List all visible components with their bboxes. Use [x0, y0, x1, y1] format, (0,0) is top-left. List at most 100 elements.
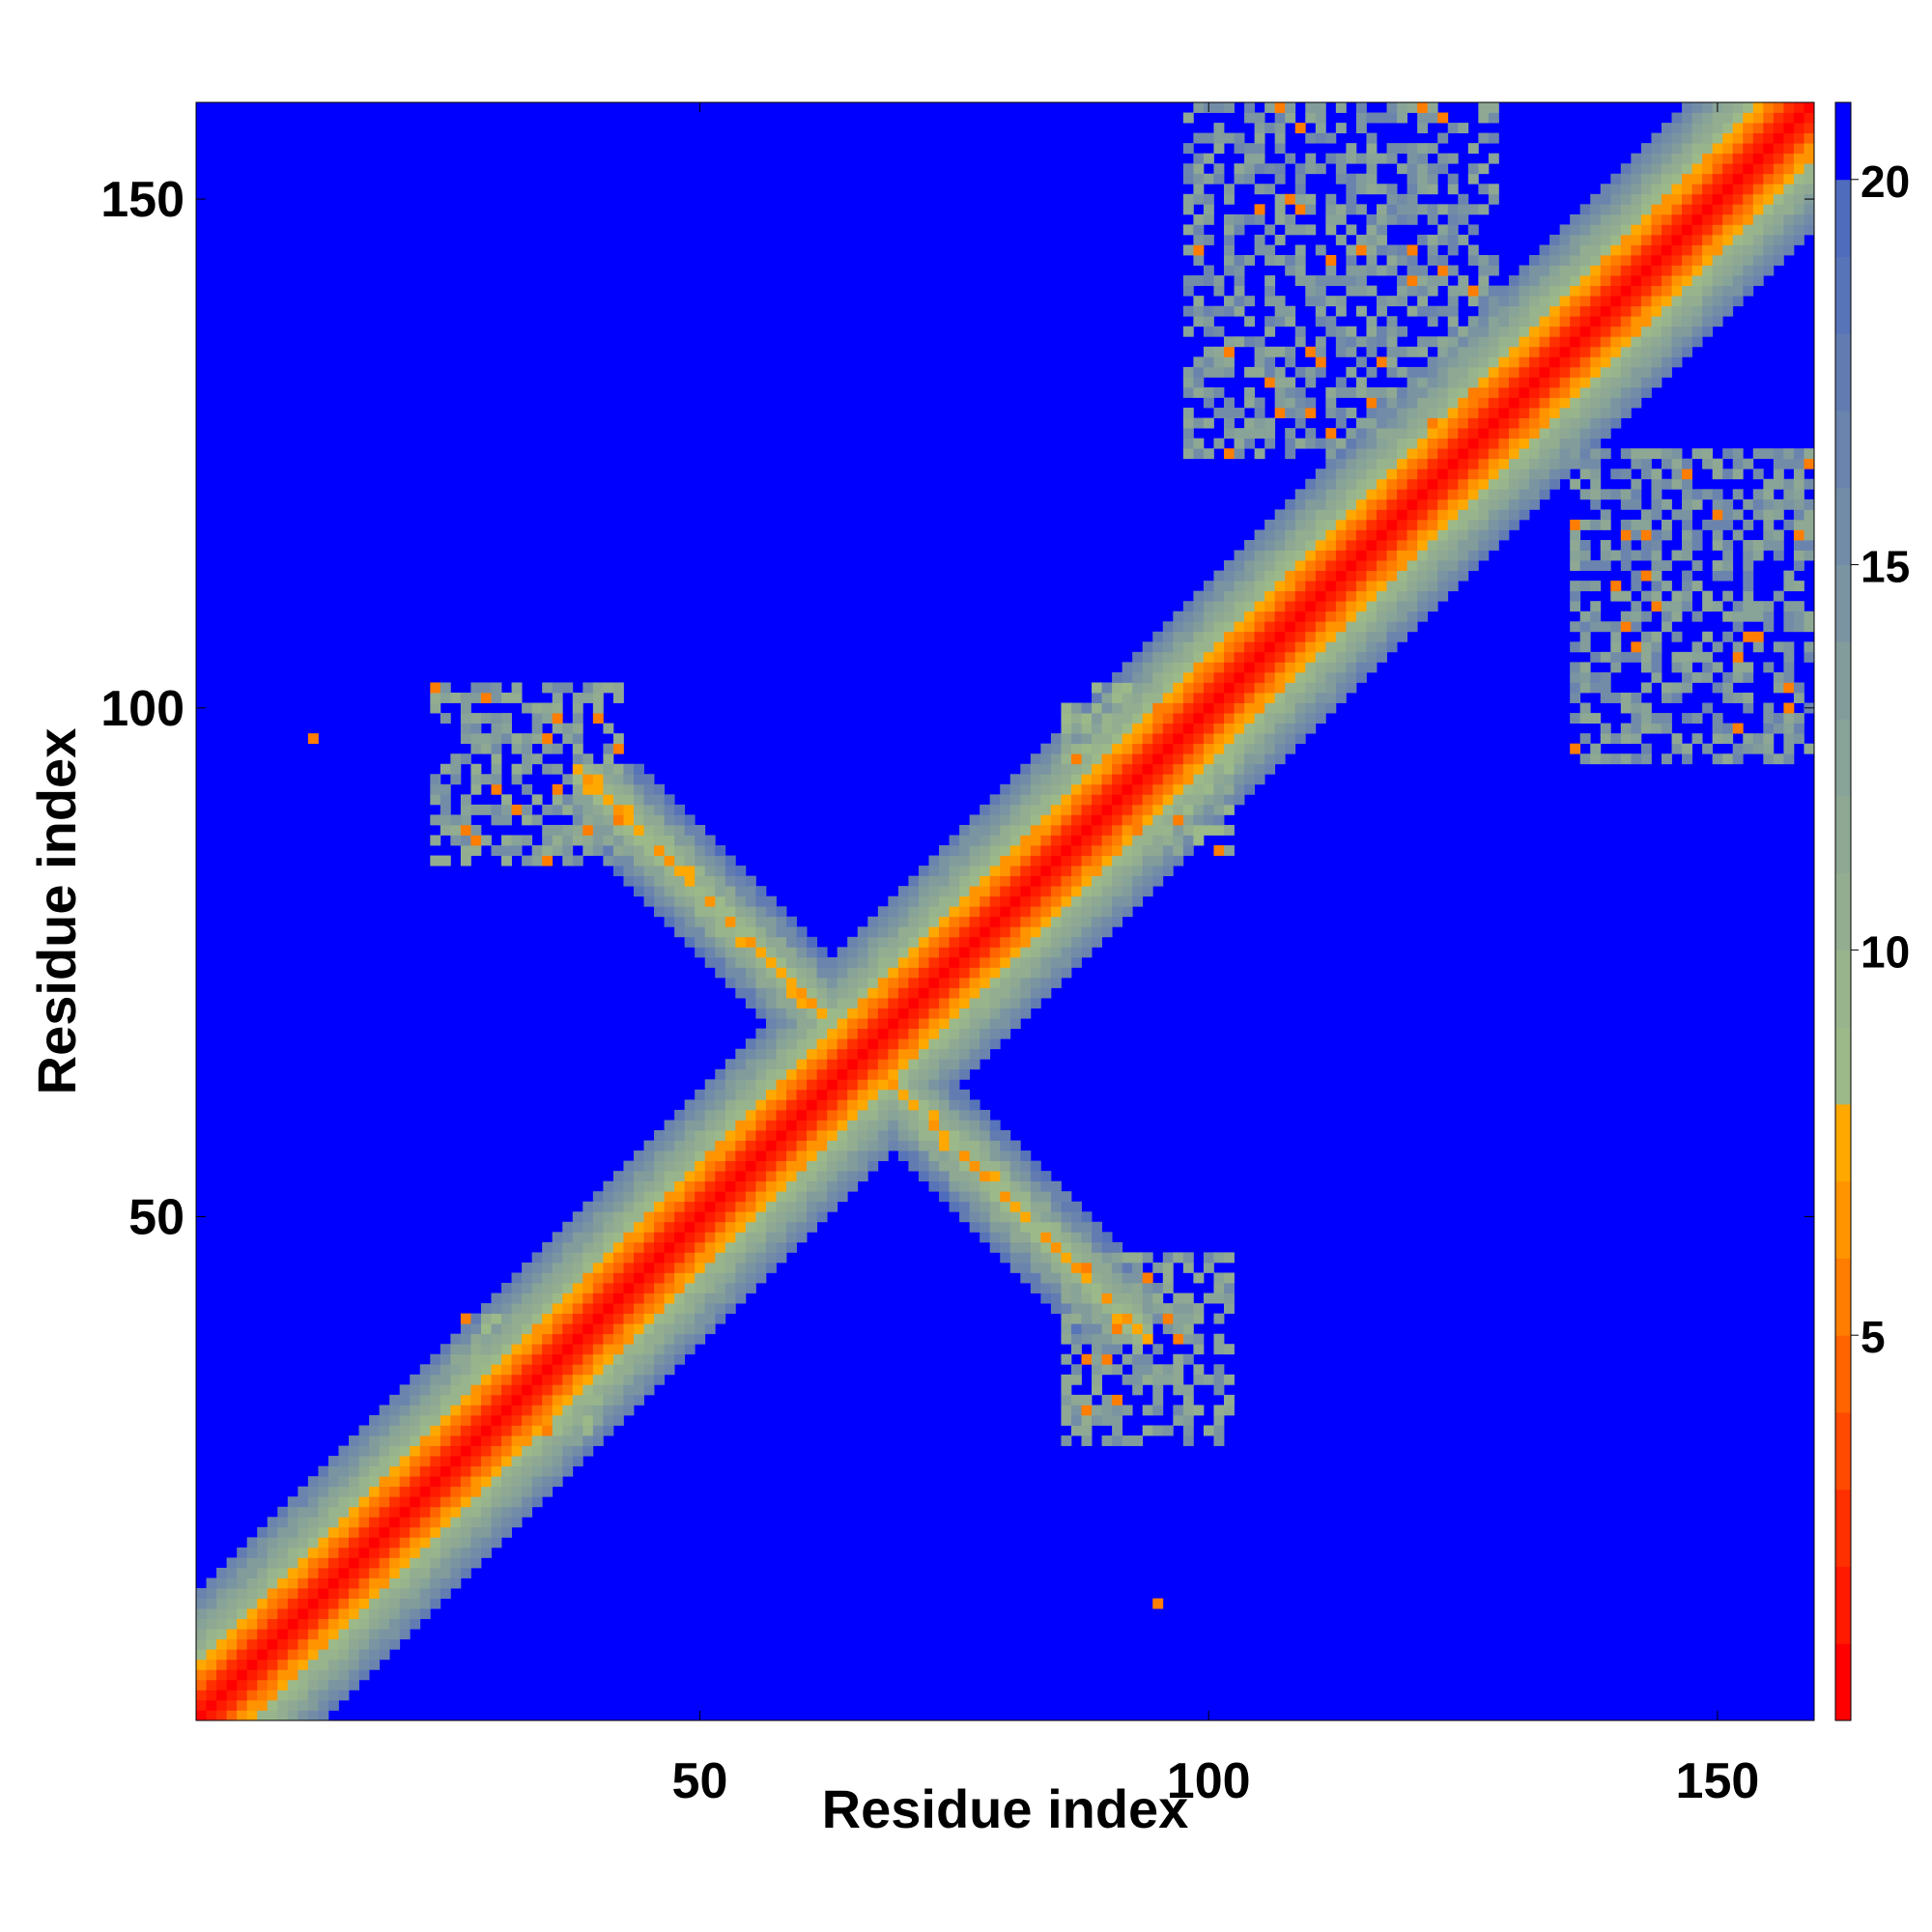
heatmap-cell	[1092, 702, 1102, 714]
heatmap-cell	[1519, 265, 1530, 276]
heatmap-cell	[1458, 377, 1469, 388]
heatmap-cell	[1009, 936, 1021, 948]
heatmap-cell	[1508, 408, 1520, 418]
heatmap-cell	[522, 1405, 533, 1416]
heatmap-cell	[338, 1506, 350, 1518]
heatmap-cell	[939, 1008, 950, 1019]
heatmap-cell	[1152, 1405, 1164, 1416]
heatmap-cell	[1264, 275, 1276, 287]
heatmap-cell	[1427, 469, 1438, 480]
heatmap-cell	[1081, 1252, 1093, 1264]
heatmap-cell	[735, 1089, 747, 1100]
heatmap-cell	[1386, 641, 1398, 653]
heatmap-cell	[949, 1089, 960, 1100]
heatmap-cell	[715, 936, 726, 948]
heatmap-cell	[1417, 539, 1429, 551]
heatmap-cell	[1182, 1394, 1194, 1406]
heatmap-cell	[1397, 560, 1408, 571]
heatmap-cell	[980, 1232, 991, 1243]
heatmap-cell	[704, 1221, 716, 1233]
heatmap-cell	[918, 1089, 929, 1100]
heatmap-cell	[1570, 529, 1581, 541]
heatmap-cell	[1305, 693, 1317, 703]
heatmap-cell	[1377, 590, 1387, 602]
heatmap-cell	[592, 1313, 604, 1324]
heatmap-cell	[816, 987, 828, 999]
heatmap-cell	[1070, 936, 1082, 948]
heatmap-cell	[877, 1038, 889, 1050]
heatmap-cell	[633, 824, 644, 836]
heatmap-cell	[1355, 651, 1367, 663]
heatmap-cell	[1377, 356, 1387, 368]
heatmap-cell	[1406, 244, 1418, 256]
heatmap-cell	[989, 956, 1001, 968]
heatmap-cell	[704, 947, 716, 958]
heatmap-cell	[1529, 265, 1540, 276]
heatmap-cell	[552, 845, 563, 856]
heatmap-cell	[1061, 1221, 1072, 1233]
heatmap-cell	[724, 1089, 736, 1100]
heatmap-cell	[989, 998, 1001, 1009]
heatmap-cell	[1173, 733, 1184, 745]
heatmap-cell	[1101, 1344, 1113, 1355]
heatmap-cell	[1640, 682, 1652, 694]
heatmap-cell	[1631, 570, 1642, 582]
heatmap-cell	[980, 1201, 991, 1212]
heatmap-cell	[1070, 1201, 1082, 1212]
heatmap-cell	[1397, 366, 1408, 378]
heatmap-cell	[410, 1496, 421, 1508]
heatmap-cell	[1610, 651, 1622, 663]
heatmap-cell	[928, 1129, 940, 1141]
heatmap-cell	[440, 1526, 451, 1538]
heatmap-cell	[939, 1079, 950, 1091]
heatmap-cell	[1355, 336, 1367, 348]
heatmap-cell	[704, 1241, 716, 1253]
heatmap-cell	[298, 1710, 309, 1721]
heatmap-cell	[1335, 631, 1347, 642]
heatmap-cell	[603, 845, 614, 856]
heatmap-cell	[1101, 774, 1113, 785]
heatmap-cell	[419, 1567, 431, 1578]
heatmap-cell	[1081, 783, 1093, 795]
heatmap-cell	[776, 1221, 787, 1233]
heatmap-cell	[542, 1465, 554, 1477]
heatmap-cell	[735, 1079, 747, 1091]
heatmap-cell	[389, 1405, 401, 1416]
heatmap-cell	[715, 1099, 726, 1111]
heatmap-cell	[298, 1537, 309, 1548]
heatmap-cell	[1244, 590, 1255, 602]
heatmap-cell	[1050, 845, 1062, 856]
heatmap-cell	[755, 1068, 767, 1080]
heatmap-cell	[511, 1303, 523, 1315]
heatmap-cell	[349, 1608, 359, 1620]
heatmap-cell	[949, 1151, 960, 1161]
heatmap-cell	[654, 1180, 665, 1192]
heatmap-cell	[358, 1486, 370, 1497]
heatmap-cell	[1223, 824, 1235, 836]
heatmap-cell	[1112, 1394, 1123, 1406]
heatmap-cell	[1274, 366, 1286, 378]
heatmap-cell	[1274, 386, 1286, 398]
heatmap-cell	[562, 1353, 574, 1365]
heatmap-cell	[267, 1598, 278, 1609]
heatmap-cell	[1397, 285, 1408, 297]
heatmap-cell	[704, 1303, 716, 1315]
heatmap-cell	[480, 1465, 492, 1477]
heatmap-cell	[1030, 1283, 1041, 1293]
heatmap-cell	[1519, 336, 1530, 348]
heatmap-cell	[1447, 356, 1459, 368]
heatmap-cell	[572, 1456, 583, 1467]
heatmap-cell	[491, 1364, 502, 1376]
heatmap-cell	[592, 1211, 604, 1223]
heatmap-cell	[1101, 895, 1113, 907]
heatmap-cell	[816, 1191, 828, 1203]
heatmap-cell	[897, 1129, 909, 1141]
heatmap-cell	[1203, 265, 1214, 276]
heatmap-cell	[470, 1486, 482, 1497]
heatmap-cell	[1498, 498, 1510, 510]
heatmap-cell	[1579, 377, 1591, 388]
heatmap-cell	[1122, 682, 1133, 694]
heatmap-cell	[1386, 296, 1398, 307]
heatmap-cell	[1132, 886, 1144, 897]
heatmap-cell	[592, 1232, 604, 1243]
